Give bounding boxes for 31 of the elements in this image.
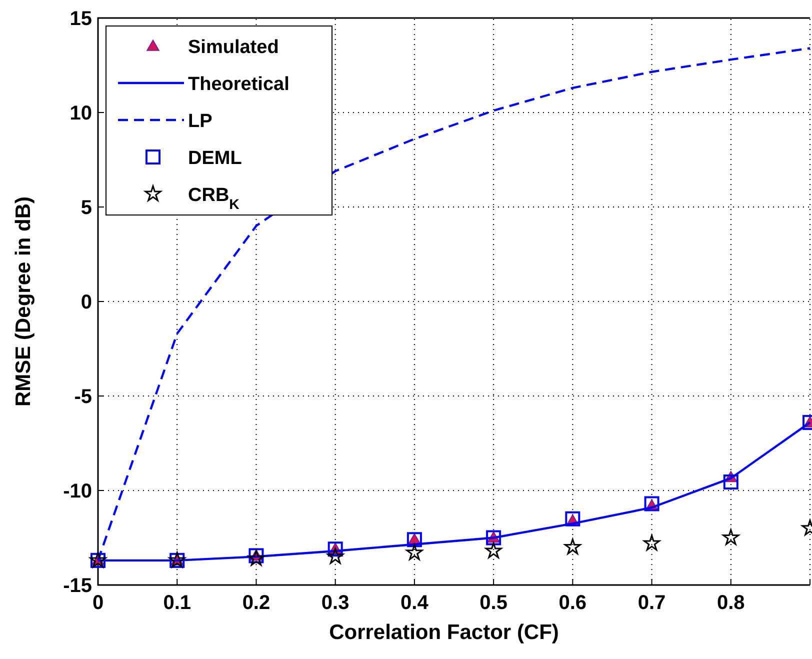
x-tick-label: 0.3 [321, 592, 350, 614]
point [722, 529, 740, 545]
x-tick-label: 0.4 [400, 592, 430, 614]
legend-label: DEML [188, 148, 242, 169]
y-tick-label: 15 [70, 8, 92, 30]
point [644, 496, 660, 512]
x-tick-label: 0.2 [242, 592, 270, 614]
legend-label: Simulated [188, 37, 279, 58]
y-tick-label: -10 [63, 480, 92, 502]
point [565, 511, 580, 526]
x-axis-title: Correlation Factor (CF) [329, 621, 559, 644]
y-axis-title: RMSE (Degree in dB) [12, 196, 35, 407]
y-tick-label: 0 [80, 292, 92, 314]
point [564, 538, 581, 554]
x-tick-label: 0.5 [480, 592, 508, 614]
legend-label: CRB$_{K}$ [188, 185, 240, 213]
point [723, 474, 738, 490]
x-tick-label: 0.6 [558, 592, 587, 614]
legend-label: LP [188, 111, 213, 132]
x-tick-label: 0.1 [163, 592, 192, 614]
point [327, 548, 344, 564]
x-tick-label: 0.7 [638, 592, 666, 614]
point [485, 542, 502, 558]
y-tick-label: -15 [63, 575, 92, 597]
x-tick-label: 0.8 [716, 592, 745, 614]
point [644, 534, 660, 551]
point [406, 544, 423, 560]
y-tick-label: 10 [70, 102, 92, 124]
legend-label: Theoretical [188, 74, 290, 95]
y-tick-label: -5 [74, 386, 92, 408]
y-tick-label: 5 [80, 197, 92, 219]
